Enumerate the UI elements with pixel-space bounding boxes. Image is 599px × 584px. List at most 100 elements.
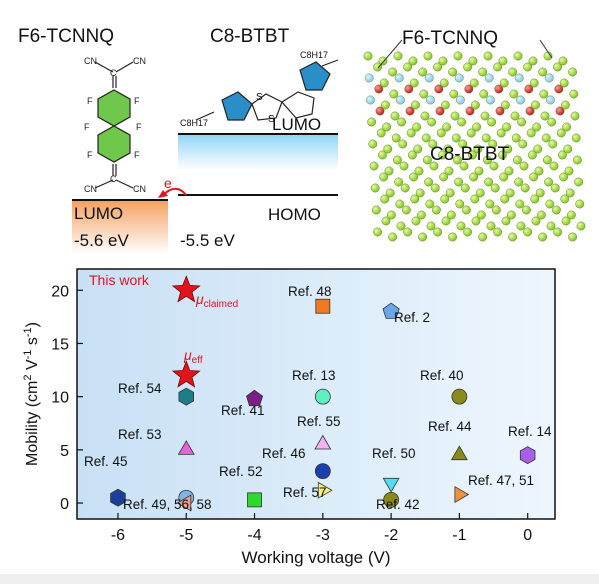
crystal-atom [461,205,471,215]
crystal-atom [465,106,475,116]
point-label: Ref. 46 [262,446,306,461]
data-point [177,440,195,455]
crystal-atom [470,194,480,204]
crystal-pointer-1 [377,39,403,69]
crystal-atom [530,194,540,204]
crystal-atom [485,199,495,209]
crystal-atom [418,232,427,242]
crystal-atom [562,122,571,132]
crystal-atom [514,177,523,187]
crystal-atom [561,216,571,226]
crystal-atom [388,67,397,77]
crystal-atom [528,150,537,160]
crystal-atom [541,133,551,143]
crystal-atom [409,78,419,88]
crystal-atom [373,227,382,237]
crystal-atom [367,117,376,127]
y-tick-label: 10 [51,390,69,407]
crystal-atom [430,183,440,193]
svg-text:CN: CN [84,56,97,66]
crystal-atom [574,177,583,187]
point-label: Ref. 55 [297,414,341,429]
crystal-atom [403,62,412,72]
crystal-atom [480,111,490,121]
crystal-atom [469,172,478,182]
crystal-atom [378,56,388,66]
crystal-atom [571,133,581,143]
crystal-atom [486,221,496,231]
crystal-atom [499,172,508,182]
y-tick-label: 0 [60,496,69,513]
crystal-atom [533,144,543,154]
crystal-atom [431,205,441,215]
y-tick-label: 15 [51,336,69,353]
crystal-atom [451,133,461,143]
point-label: Ref. 54 [118,381,162,396]
crystal-atom [510,111,520,121]
point-label: Ref. 42 [376,497,420,512]
mu-eff-label: μeff [183,347,203,366]
crystal-atom [379,78,389,88]
crystal-atom [476,210,486,220]
crystal-atom [508,67,517,77]
crystal-atom [524,84,534,94]
crystal-atom [472,122,481,132]
crystal-atom [460,183,470,193]
y-tick-label: 20 [51,283,69,300]
this-work-label: This work [89,272,150,288]
crystal-atom [520,183,530,193]
crystal-atom [565,188,575,198]
data-point [314,463,331,480]
crystal-atom [394,177,403,187]
crystal-atom [369,161,379,171]
chart-ticks: -6 -5 -4 -3 -2 -1 0 0 5 10 15 20 [51,283,532,544]
crystal-atom [475,188,485,198]
crystal-atom [498,56,508,66]
crystal-atom [363,51,373,61]
crystal-atom [379,172,388,182]
crystal-atom [421,133,431,143]
y-axis-title: Mobility (cm2 V-1 s-1) [22,322,41,466]
crystal-atom [435,106,445,116]
crystal-atom [463,62,472,72]
point-label: Ref. 2 [394,310,430,325]
crystal-atom [484,177,493,187]
data-point [246,389,264,407]
crystal-atom [550,183,560,193]
crystal-atom [438,56,448,66]
crystal-atom [376,128,386,138]
x-tick-label: -6 [111,527,125,544]
crystal-atom [502,122,511,132]
lumo-label-left: LUMO [74,204,123,223]
point-label: Ref. 52 [219,464,263,479]
crystal-atom [547,117,556,127]
crystal-atom [441,216,451,226]
crystal-atom [488,139,498,149]
crystal-atom [545,199,555,209]
svg-text:CN: CN [133,184,146,194]
point-label: Ref. 45 [84,454,128,469]
crystal-atom [408,56,418,66]
crystal-atom [553,227,562,237]
crystal-atom [452,155,462,165]
crystal-atom [526,128,536,138]
crystal-atom [493,227,502,237]
point-label: Ref. 13 [292,368,336,383]
crystal-atom [456,221,466,231]
btbt-chain-top: C8H17 [300,50,328,60]
crystal-atom [540,111,550,121]
crystal-atom [539,89,549,99]
lumo-label-right: LUMO [272,115,321,134]
point-label: Ref. 48 [288,284,332,299]
crystal-atom [501,216,511,226]
crystal-atom [518,139,528,149]
f6-tcnnq-structure [94,61,134,189]
data-point [171,275,201,303]
crystal-atom [478,67,487,77]
data-point [450,445,468,461]
f6-tcnnq-atoms: CN CN C F F F F F F C CN CN [84,56,146,194]
crystal-atom [515,199,525,209]
crystal-atom [516,221,526,231]
crystal-atom [425,95,435,105]
crystal-atom [396,221,406,231]
